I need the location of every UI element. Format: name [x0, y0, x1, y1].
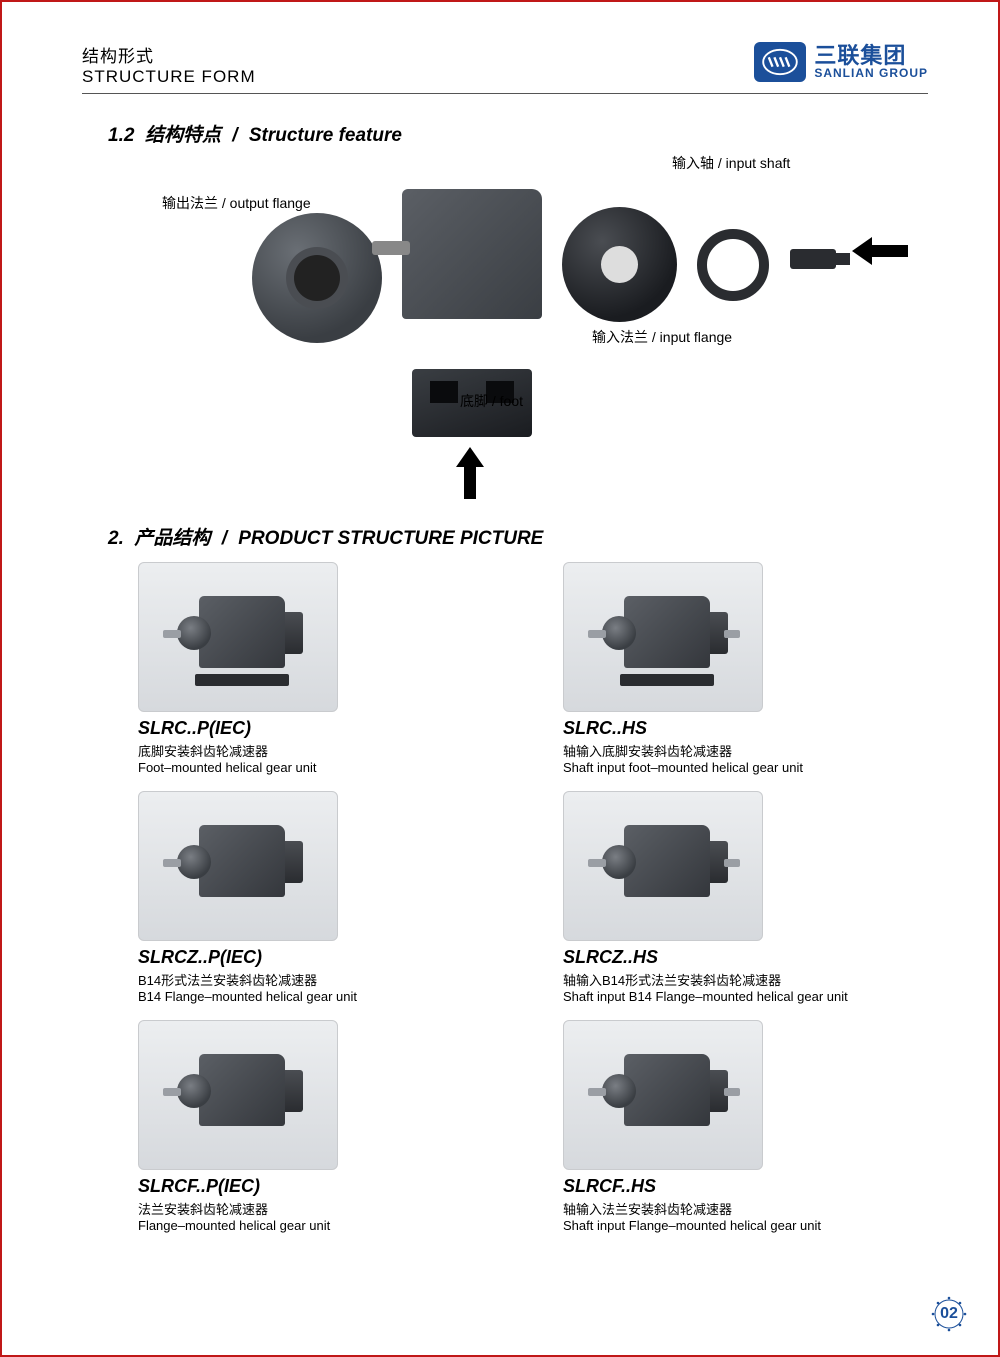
part-input-shaft	[790, 249, 836, 269]
arrow-up-icon	[454, 447, 486, 499]
product-card: SLRCZ..HS 轴输入B14形式法兰安装斜齿轮减速器 Shaft input…	[563, 791, 908, 1004]
company-logo: 三联集团 SANLIAN GROUP	[754, 42, 928, 82]
product-desc-cn: B14形式法兰安装斜齿轮减速器	[138, 970, 483, 989]
product-card: SLRC..HS 轴输入底脚安装斜齿轮减速器 Shaft input foot–…	[563, 562, 908, 775]
product-card: SLRCF..HS 轴输入法兰安装斜齿轮减速器 Shaft input Flan…	[563, 1020, 908, 1233]
product-desc-cn: 轴输入B14形式法兰安装斜齿轮减速器	[563, 970, 908, 989]
product-code: SLRCZ..P(IEC)	[138, 947, 483, 968]
company-name-cn: 三联集团	[814, 45, 928, 67]
product-desc-en: B14 Flange–mounted helical gear unit	[138, 989, 483, 1004]
product-thumbnail	[563, 1020, 763, 1170]
product-code: SLRCZ..HS	[563, 947, 908, 968]
product-desc-en: Shaft input Flange–mounted helical gear …	[563, 1218, 908, 1233]
product-code: SLRC..HS	[563, 718, 908, 739]
structure-diagram: 输出法兰 / output flange 输入轴 / input shaft 输…	[142, 159, 928, 499]
section2-title: 2. 产品结构 / PRODUCT STRUCTURE PICTURE	[108, 523, 928, 550]
logo-icon	[754, 42, 806, 82]
product-desc-en: Shaft input foot–mounted helical gear un…	[563, 760, 908, 775]
section1-title-en: Structure feature	[249, 125, 402, 146]
products-grid: SLRC..P(IEC) 底脚安装斜齿轮减速器 Foot–mounted hel…	[138, 562, 908, 1233]
label-output-flange: 输出法兰 / output flange	[162, 193, 311, 213]
product-card: SLRCF..P(IEC) 法兰安装斜齿轮减速器 Flange–mounted …	[138, 1020, 483, 1233]
product-code: SLRC..P(IEC)	[138, 718, 483, 739]
product-desc-en: Flange–mounted helical gear unit	[138, 1218, 483, 1233]
page-header: 结构形式 STRUCTURE FORM 三联集团 SANLIAN GROUP	[82, 42, 928, 94]
arrow-left-icon	[852, 235, 908, 267]
label-foot: 底脚 / foot	[460, 391, 523, 411]
part-output-flange	[252, 213, 382, 343]
section1-title-cn: 结构特点	[145, 125, 221, 146]
section2-title-cn: 产品结构	[134, 528, 210, 549]
product-thumbnail	[563, 791, 763, 941]
product-thumbnail	[138, 562, 338, 712]
header-title-cn: 结构形式	[82, 42, 256, 67]
product-thumbnail	[138, 1020, 338, 1170]
product-code: SLRCF..HS	[563, 1176, 908, 1197]
section2-number: 2.	[108, 528, 124, 549]
product-desc-en: Shaft input B14 Flange–mounted helical g…	[563, 989, 908, 1004]
section2-title-en: PRODUCT STRUCTURE PICTURE	[238, 528, 543, 549]
product-code: SLRCF..P(IEC)	[138, 1176, 483, 1197]
header-title-block: 结构形式 STRUCTURE FORM	[82, 42, 256, 87]
product-desc-en: Foot–mounted helical gear unit	[138, 760, 483, 775]
section1-title: 1.2 结构特点 / Structure feature	[108, 120, 928, 147]
label-input-flange: 输入法兰 / input flange	[592, 327, 732, 347]
product-card: SLRC..P(IEC) 底脚安装斜齿轮减速器 Foot–mounted hel…	[138, 562, 483, 775]
part-ring	[697, 229, 769, 301]
part-input-flange	[562, 207, 677, 322]
page-number: 02	[940, 1305, 958, 1323]
product-thumbnail	[563, 562, 763, 712]
product-thumbnail	[138, 791, 338, 941]
label-input-shaft: 输入轴 / input shaft	[672, 153, 790, 173]
product-desc-cn: 轴输入底脚安装斜齿轮减速器	[563, 741, 908, 760]
product-desc-cn: 法兰安装斜齿轮减速器	[138, 1199, 483, 1218]
catalog-page: 结构形式 STRUCTURE FORM 三联集团 SANLIAN GROUP 1…	[0, 0, 1000, 1357]
company-name-en: SANLIAN GROUP	[814, 67, 928, 79]
product-desc-cn: 底脚安装斜齿轮减速器	[138, 741, 483, 760]
part-gearbox	[402, 189, 542, 319]
product-desc-cn: 轴输入法兰安装斜齿轮减速器	[563, 1199, 908, 1218]
page-number-badge: 02	[930, 1295, 968, 1333]
section1-number: 1.2	[108, 125, 134, 146]
product-card: SLRCZ..P(IEC) B14形式法兰安装斜齿轮减速器 B14 Flange…	[138, 791, 483, 1004]
header-title-en: STRUCTURE FORM	[82, 67, 256, 87]
